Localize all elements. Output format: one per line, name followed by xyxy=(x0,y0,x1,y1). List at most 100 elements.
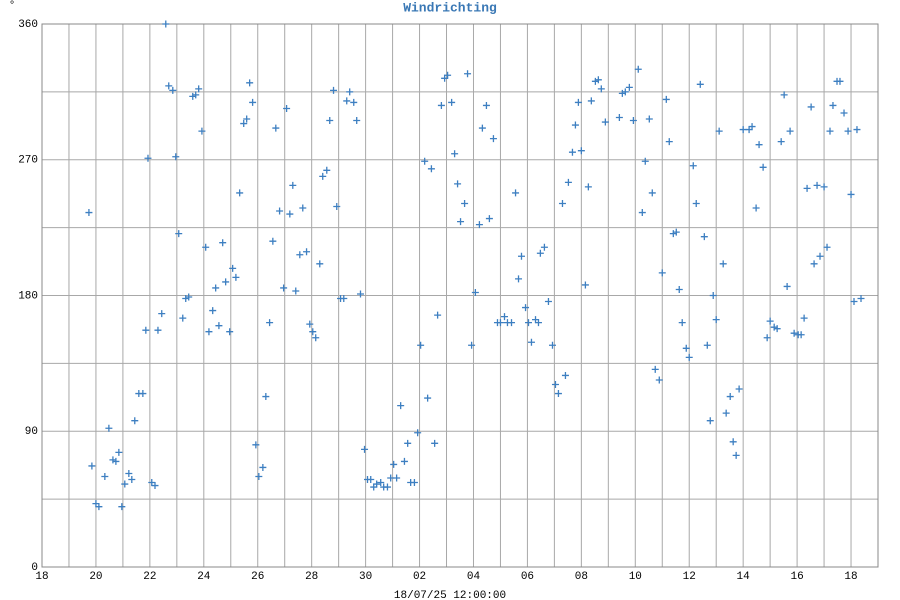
point xyxy=(158,310,166,318)
point xyxy=(115,448,123,456)
point xyxy=(185,293,193,301)
point xyxy=(198,127,206,135)
y-tick-label: 270 xyxy=(18,155,38,167)
point xyxy=(383,483,391,491)
point xyxy=(427,165,435,173)
point xyxy=(658,269,666,277)
point xyxy=(836,77,844,85)
point xyxy=(662,95,670,103)
point xyxy=(121,480,129,488)
point xyxy=(212,284,220,292)
y-tick-label: 360 xyxy=(18,19,38,31)
point xyxy=(577,147,585,155)
point xyxy=(148,479,156,487)
point xyxy=(564,178,572,186)
point xyxy=(601,118,609,126)
point xyxy=(316,260,324,268)
point xyxy=(468,341,476,349)
x-tick-label: 18 xyxy=(35,571,48,583)
point xyxy=(500,313,508,321)
point xyxy=(672,228,680,236)
point xyxy=(584,183,592,191)
point xyxy=(326,117,334,125)
point xyxy=(615,114,623,122)
point xyxy=(303,248,311,256)
x-axis-label: 18/07/25 12:00:00 xyxy=(394,590,506,600)
point xyxy=(377,479,385,487)
point xyxy=(309,328,317,336)
point xyxy=(568,148,576,156)
point xyxy=(527,338,535,346)
point xyxy=(175,230,183,238)
y-tick-label: 0 xyxy=(31,562,38,574)
point xyxy=(343,97,351,105)
point xyxy=(773,325,781,333)
point xyxy=(777,138,785,146)
point xyxy=(165,82,173,90)
point xyxy=(715,127,723,135)
point xyxy=(95,503,103,511)
point xyxy=(726,393,734,401)
point xyxy=(437,101,445,109)
point xyxy=(850,298,858,306)
point xyxy=(803,184,811,192)
point xyxy=(512,189,520,197)
point xyxy=(853,126,861,134)
point xyxy=(625,83,633,91)
point xyxy=(350,98,358,106)
point xyxy=(766,317,774,325)
point xyxy=(397,402,405,410)
point xyxy=(786,127,794,135)
point xyxy=(536,249,544,257)
point xyxy=(735,385,743,393)
point xyxy=(857,295,865,303)
point xyxy=(587,97,595,105)
x-tick-label: 26 xyxy=(251,571,264,583)
point xyxy=(571,121,579,129)
point xyxy=(840,109,848,117)
plot-frame xyxy=(41,23,879,568)
point xyxy=(249,98,257,106)
point xyxy=(515,275,523,283)
point xyxy=(272,124,280,132)
point xyxy=(540,243,548,251)
point xyxy=(131,417,139,425)
point xyxy=(292,287,300,295)
point xyxy=(192,91,200,99)
point xyxy=(209,307,217,315)
point xyxy=(732,451,740,459)
point xyxy=(823,243,831,251)
point xyxy=(151,482,159,490)
point xyxy=(629,117,637,125)
point xyxy=(202,243,210,251)
point xyxy=(641,157,649,165)
x-tick-label: 02 xyxy=(413,571,426,583)
point xyxy=(128,476,136,484)
point xyxy=(739,126,747,134)
point xyxy=(266,319,274,327)
point xyxy=(700,233,708,241)
point xyxy=(748,123,756,131)
point xyxy=(807,103,815,111)
point xyxy=(461,199,469,207)
point xyxy=(457,218,465,226)
point xyxy=(451,150,459,158)
point xyxy=(780,91,788,99)
point xyxy=(431,439,439,447)
point xyxy=(800,314,808,322)
point xyxy=(847,190,855,198)
point xyxy=(404,439,412,447)
point xyxy=(101,473,109,480)
x-tick-label: 30 xyxy=(359,571,372,583)
y-axis-label: ° xyxy=(9,0,16,12)
point xyxy=(692,199,700,207)
point xyxy=(346,88,354,96)
point xyxy=(400,457,408,465)
point xyxy=(471,288,479,296)
point xyxy=(105,424,113,432)
point xyxy=(820,183,828,191)
point xyxy=(125,469,133,477)
x-tick-label: 18 xyxy=(844,571,857,583)
point xyxy=(489,135,497,143)
point xyxy=(634,65,642,73)
